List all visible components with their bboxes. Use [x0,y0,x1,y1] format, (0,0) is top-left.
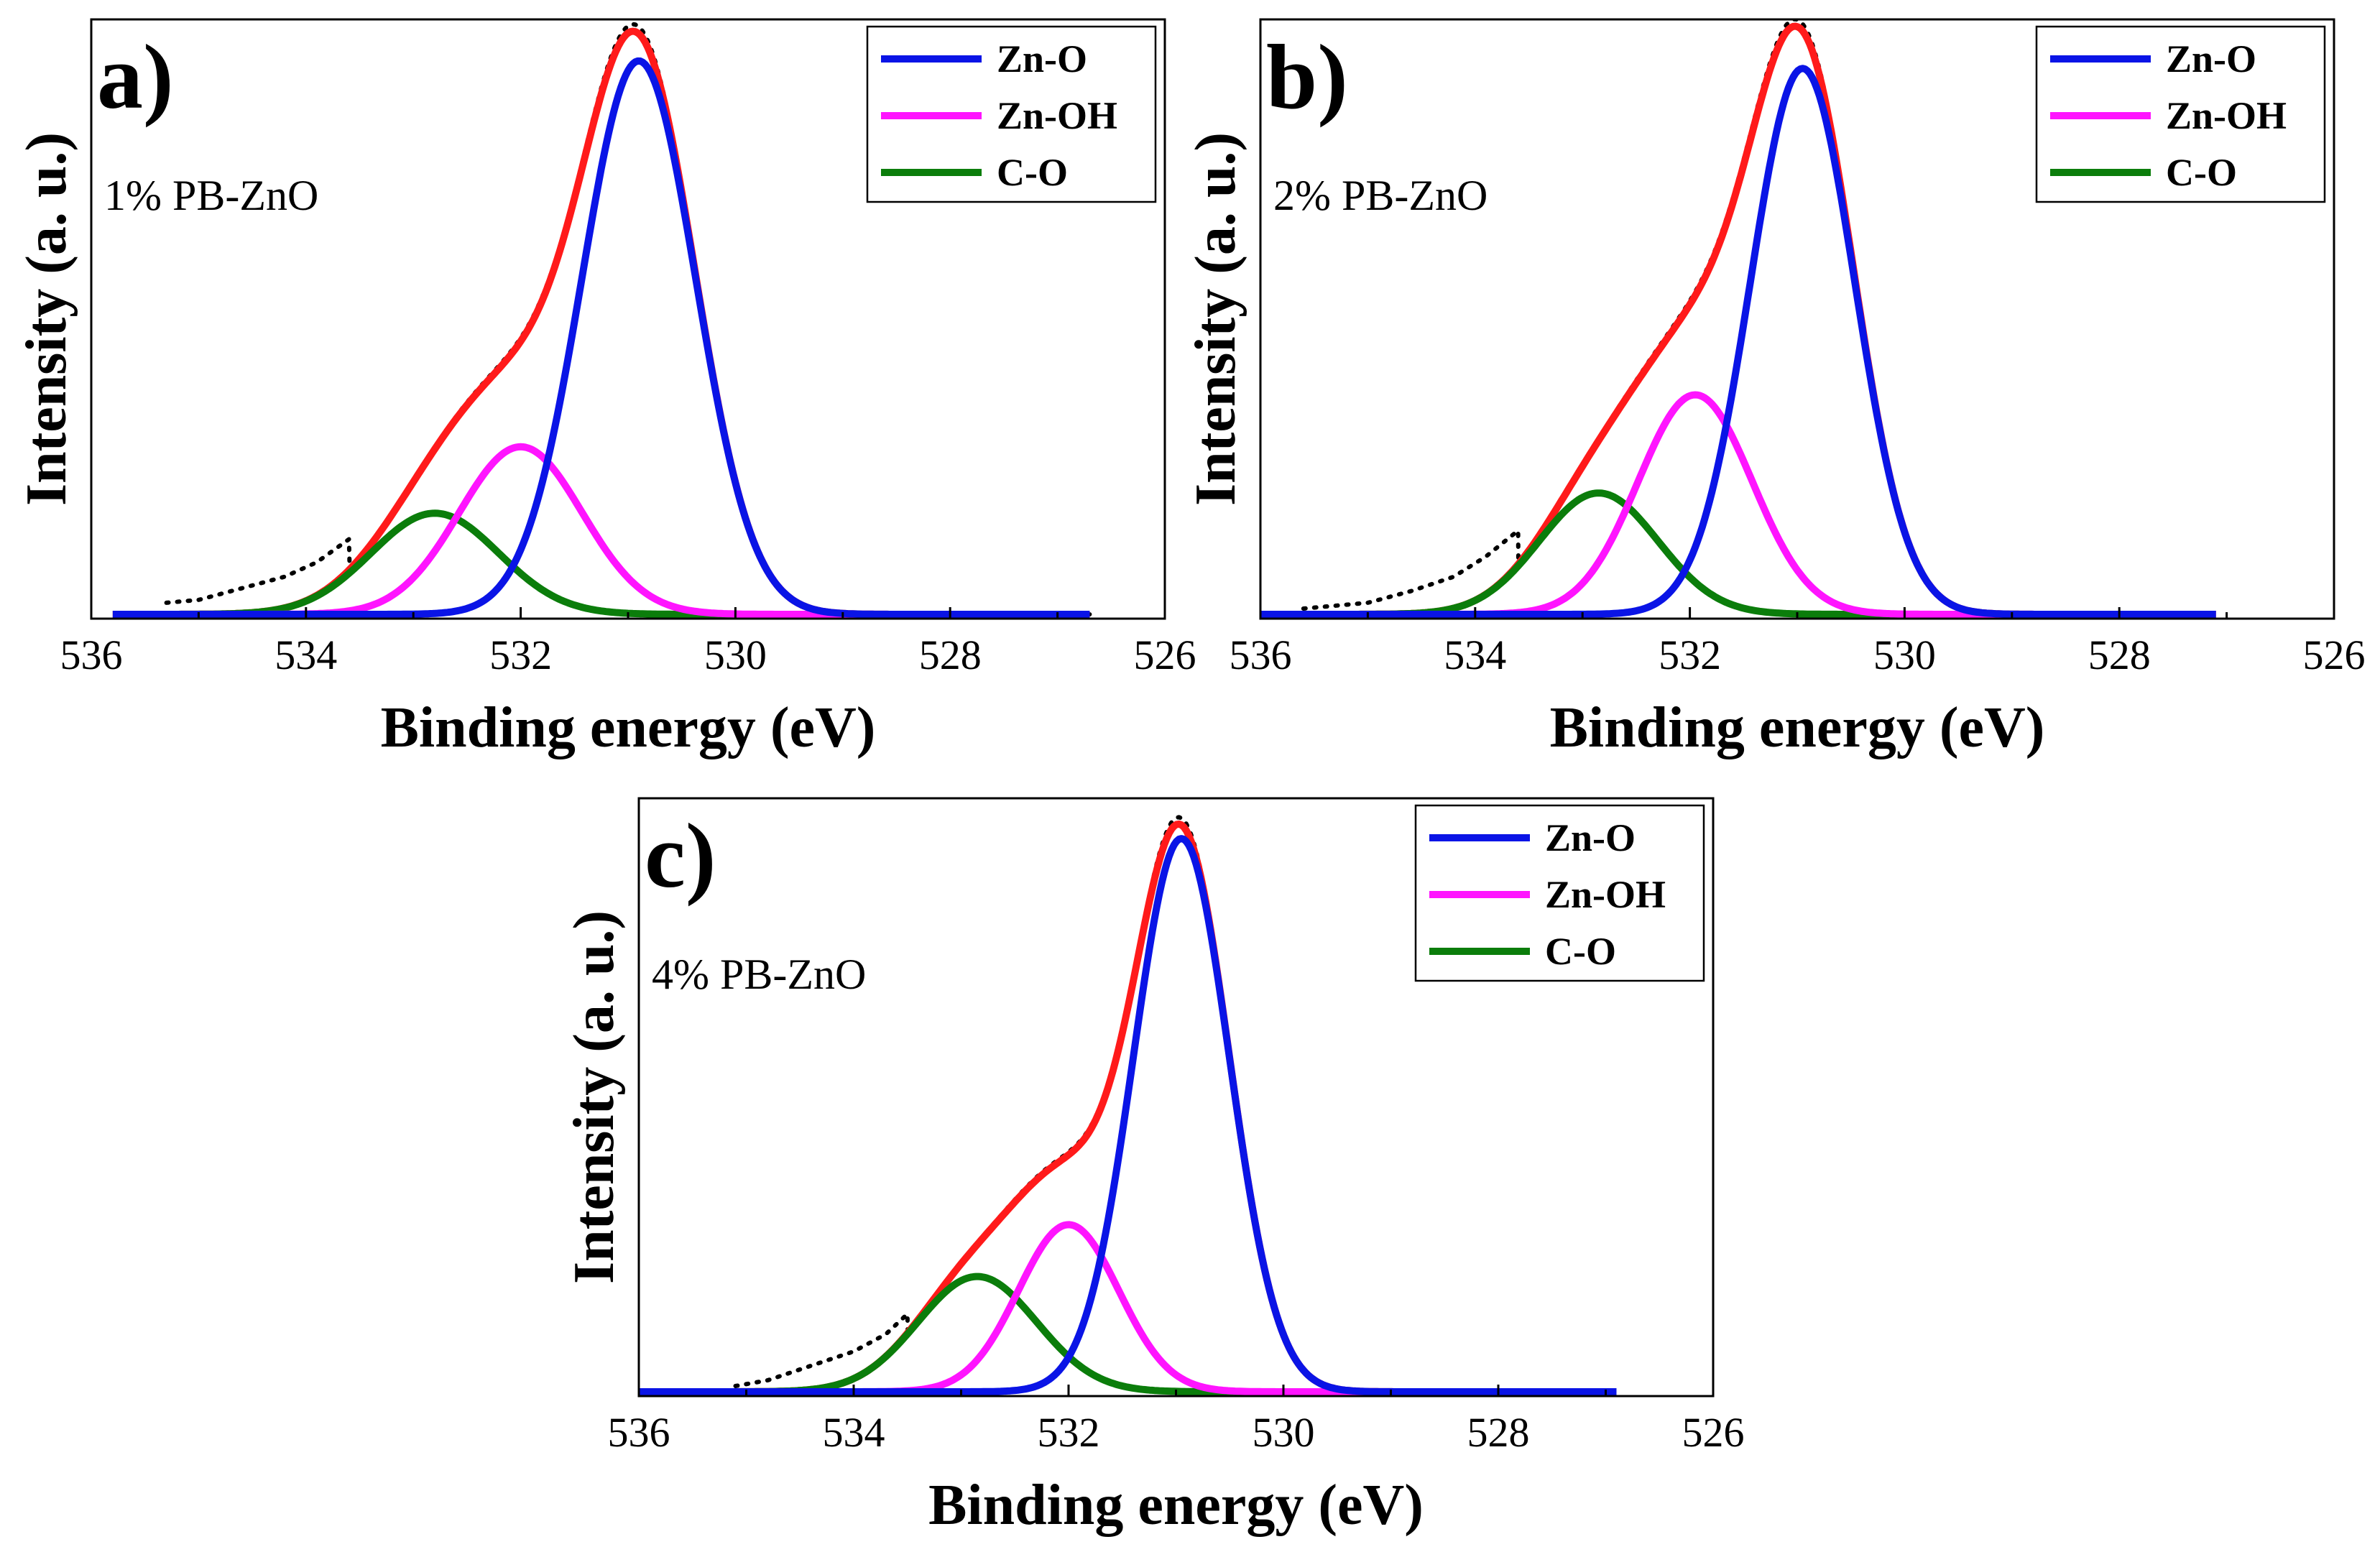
legend-label: C-O [1545,930,1616,973]
chart-panel-3: 536 534 532 530 528 526 Binding energy (eV) Int… [563,797,1745,1537]
panel-letter: b) [1266,26,1348,128]
legend: Zn-O Zn-OH C-O [2035,25,2326,203]
x-tick-label: 532 [489,632,552,678]
x-tick-label: 526 [1134,632,1196,678]
chart-panel-1: 536 534 532 530 528 526 Binding energy (eV) Int… [15,18,1196,759]
x-tick-label: 528 [919,632,982,678]
y-axis-title: Intensity (a. u.) [1184,132,1247,506]
x-tick-label: 530 [1873,632,1936,678]
plot-area [1260,19,2218,618]
x-tick-label: 536 [608,1409,670,1456]
series-line-zn-o [111,57,1091,618]
x-tick-label: 532 [1659,632,1721,678]
sample-label: 4% PB-ZnO [652,951,866,998]
legend-label: Zn-O [997,37,1087,80]
x-tick-label: 532 [1038,1409,1100,1456]
panel-letter: c) [645,805,716,907]
legend-label: Zn-O [2166,37,2256,80]
x-tick-label: 528 [2088,632,2151,678]
legend-label: Zn-OH [1545,873,1666,916]
series-line-zn-oh [639,1221,1618,1395]
x-tick-label: 530 [1253,1409,1315,1456]
legend-label: Zn-O [1545,816,1636,859]
sample-label: 1% PB-ZnO [104,172,318,219]
x-axis-title: Binding energy (eV) [1550,696,2045,759]
chart-panel-2: 536 534 532 530 528 526 Binding energy (eV) Int… [1184,18,2366,759]
plot-area [111,22,1092,618]
y-axis-title: Intensity (a. u.) [15,132,78,506]
x-axis-title: Binding energy (eV) [381,696,876,759]
series-line-c-o [111,509,1091,618]
series-line-zn-o [639,835,1618,1395]
series-line-zn-oh [1260,391,2218,618]
series-line-c-o [639,1272,1618,1395]
series-line-zn-o [1260,65,2218,618]
x-axis-title: Binding energy (eV) [928,1474,1424,1537]
x-tick-label: 536 [1230,632,1292,678]
panel-letter: a) [97,26,174,128]
series-line-c-o [1260,489,2218,618]
x-tick-label: 534 [823,1409,885,1456]
series-line-zn-oh [111,443,1091,618]
legend: Zn-O Zn-OH C-O [866,25,1157,203]
x-tick-label: 534 [275,632,337,678]
sample-label: 2% PB-ZnO [1273,172,1488,219]
legend-label: Zn-OH [2166,94,2287,137]
x-tick-label: 536 [60,632,123,678]
legend-label: C-O [997,151,1068,194]
x-tick-label: 526 [1682,1409,1745,1456]
legend-label: Zn-OH [997,94,1117,137]
x-tick-label: 534 [1444,632,1506,678]
x-tick-label: 526 [2303,632,2366,678]
x-tick-label: 528 [1467,1409,1530,1456]
legend: Zn-O Zn-OH C-O [1414,804,1705,982]
legend-label: C-O [2166,151,2237,194]
plot-area [639,815,1619,1395]
x-tick-label: 530 [704,632,767,678]
y-axis-title: Intensity (a. u.) [563,910,626,1284]
